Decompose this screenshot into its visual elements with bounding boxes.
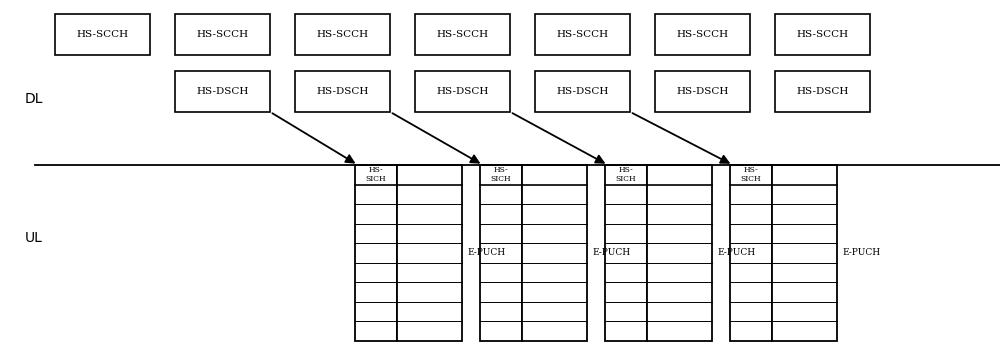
Text: DL: DL [25, 92, 44, 106]
Bar [175, 71, 270, 112]
Text: HS-DSCH: HS-DSCH [196, 87, 249, 96]
Text: E-PUCH: E-PUCH [842, 248, 880, 257]
Text: HS-DSCH: HS-DSCH [796, 87, 849, 96]
Bar [55, 14, 150, 55]
Bar [775, 71, 870, 112]
Bar [655, 71, 750, 112]
Bar [647, 165, 712, 341]
Bar [730, 165, 772, 341]
Bar [535, 14, 630, 55]
Bar [397, 165, 462, 341]
Bar [772, 165, 837, 341]
Bar [535, 71, 630, 112]
Bar [522, 165, 587, 341]
Text: HS-DSCH: HS-DSCH [676, 87, 729, 96]
Text: HS-SCCH: HS-SCCH [196, 30, 249, 39]
Text: HS-DSCH: HS-DSCH [316, 87, 369, 96]
Text: E-PUCH: E-PUCH [717, 248, 755, 257]
Bar [480, 165, 522, 341]
Bar [175, 14, 270, 55]
Text: HS-SCCH: HS-SCCH [676, 30, 729, 39]
Text: HS-SCCH: HS-SCCH [796, 30, 849, 39]
Bar [295, 14, 390, 55]
Text: HS-DSCH: HS-DSCH [436, 87, 489, 96]
Bar [295, 71, 390, 112]
Text: HS-
SICH: HS- SICH [491, 166, 511, 184]
Bar [605, 165, 647, 341]
Text: E-PUCH: E-PUCH [467, 248, 505, 257]
Bar [415, 71, 510, 112]
Text: HS-SCCH: HS-SCCH [316, 30, 369, 39]
Text: HS-
SICH: HS- SICH [366, 166, 386, 184]
Text: HS-SCCH: HS-SCCH [556, 30, 609, 39]
Text: E-PUCH: E-PUCH [592, 248, 630, 257]
Text: HS-DSCH: HS-DSCH [556, 87, 609, 96]
Text: HS-
SICH: HS- SICH [741, 166, 761, 184]
Bar [355, 165, 397, 341]
Bar [775, 14, 870, 55]
Text: HS-SCCH: HS-SCCH [436, 30, 489, 39]
Text: UL: UL [25, 231, 43, 245]
Bar [655, 14, 750, 55]
Bar [415, 14, 510, 55]
Text: HS-SCCH: HS-SCCH [76, 30, 129, 39]
Text: HS-
SICH: HS- SICH [616, 166, 636, 184]
